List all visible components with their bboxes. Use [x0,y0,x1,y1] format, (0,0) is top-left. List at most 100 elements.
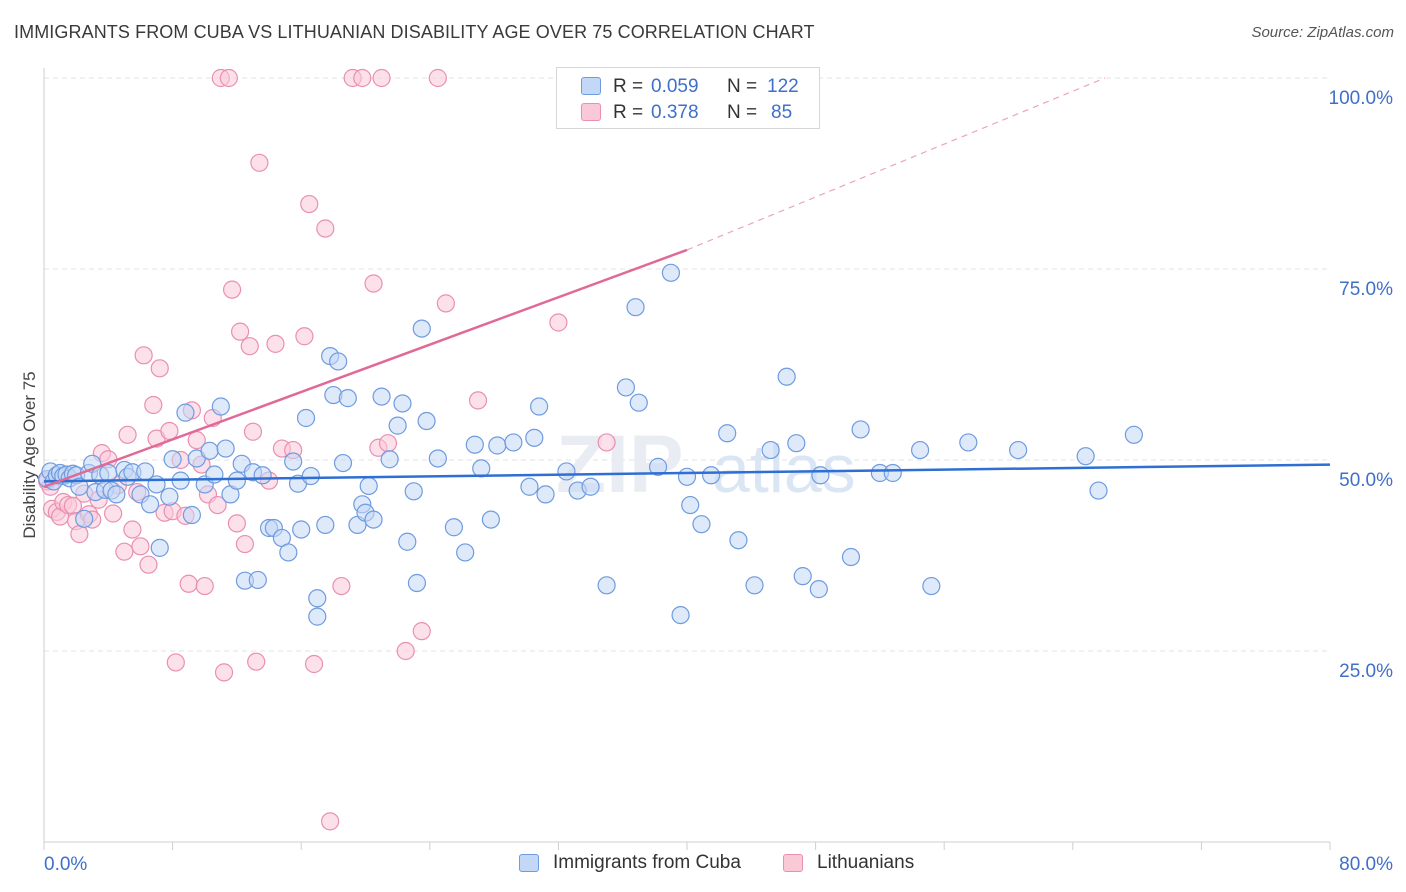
lithuanian-trend-extension [686,77,1106,251]
cuba-point [1076,447,1095,466]
legend-r-label: R = [613,76,644,97]
lithuanian-point [597,433,616,452]
legend-r-value: 0.059 [651,76,699,97]
cuba-point [398,532,417,551]
series-legend-label: Immigrants from Cuba [553,852,741,873]
legend-n-value: 85 [771,102,793,123]
lithuanian-point [316,219,335,238]
lithuanian-point [208,495,227,515]
chart-source: Source: ZipAtlas.com [1251,24,1394,41]
cuba-point [417,411,436,431]
y-tick-label: 75.0% [1339,279,1393,300]
lithuanian-point [104,504,123,523]
lithuanian-point [195,576,214,596]
cuba-point [692,515,711,534]
cuba-point [372,387,391,406]
cuba-point [279,543,298,562]
cuba-point [70,477,89,496]
cuba-point [227,471,246,490]
cuba-point [629,393,648,412]
cuba-point [333,453,353,473]
cuba-point [147,475,166,494]
cuba-point [107,485,126,504]
x-tick-label-min: 0.0% [44,854,87,875]
cuba-point [787,434,806,453]
cuba-point [388,416,407,435]
cuba-point [729,531,748,550]
cuba-point [793,567,812,586]
lithuanian-point [144,395,163,415]
cuba-point [922,576,941,596]
chart-title: IMMIGRANTS FROM CUBA VS LITHUANIAN DISAB… [14,22,815,42]
lithuanian-point [353,68,372,88]
cuba-point [488,436,507,455]
cuba-point [959,433,978,452]
lithuanian-point [227,514,246,533]
cuba-point [1009,440,1028,460]
lithuanian-point [214,663,234,682]
cuba-point [557,462,576,481]
series-legend-label: Lithuanians [817,852,915,873]
cuba-point [851,420,870,439]
cuba-point [364,510,383,529]
cuba-point [301,466,320,486]
cuba-point [150,538,169,557]
lithuanian-point [304,654,324,674]
y-tick-label: 100.0% [1329,88,1394,109]
lithuanian-point [222,280,242,299]
cuba-point [292,520,311,539]
lithuanian-point [428,68,447,88]
lithuanian-point [266,334,285,353]
watermark-atlas: atlas [712,431,856,507]
cuba-point [412,319,431,338]
lithuanian-point [134,346,153,365]
lithuanian-point [549,313,568,332]
lithuanian-point [300,194,319,214]
cuba-point [841,547,861,567]
cuba-point [456,543,475,562]
lithuanian-trend-line [43,248,688,488]
y-axis-label: Disability Age Over 75 [20,371,39,538]
cuba-point [481,510,500,529]
legend-r-value: 0.378 [651,102,699,123]
x-tick-label-max: 80.0% [1339,854,1393,875]
cuba-point [359,476,378,496]
lithuanian-point [332,576,351,596]
lithuanian-point [150,359,169,378]
cuba-point [809,580,828,599]
cuba-point [811,466,830,485]
cuba-point [407,573,427,593]
cuba-point [702,466,721,485]
cuba-point [626,298,645,317]
cuba-point [504,433,523,452]
lithuanian-point [118,425,137,444]
lithuanian-point [468,391,488,410]
cuba-point [176,403,195,422]
lithuanian-point [115,542,134,561]
correlation-legend: R = 0.059 N = 122 R = 0.378 N = 85 [556,67,820,129]
cuba-point [140,495,160,514]
series-swatch-blue [519,854,539,872]
lithuanian-point [160,421,179,441]
lithuanian-point [436,294,455,313]
y-tick-label: 25.0% [1339,661,1393,682]
cuba-point [284,452,303,471]
cuba-point [530,397,549,416]
cuba-point [163,450,182,469]
cuba-point [200,441,219,460]
cuba-point [616,378,636,397]
cuba-point [677,467,697,486]
cuba-point [380,450,399,469]
lithuanian-point [179,574,198,593]
cuba-point [525,428,544,447]
lithuanian-point [166,653,185,672]
lithuanian-point [231,322,250,341]
cuba-point [444,518,464,537]
legend-swatch-pink [581,103,601,121]
cuba-point [581,477,600,496]
lithuanian-point [412,622,431,641]
cuba-point [160,487,179,506]
cuba-point [718,424,737,443]
legend-n-label: N = [727,76,758,97]
